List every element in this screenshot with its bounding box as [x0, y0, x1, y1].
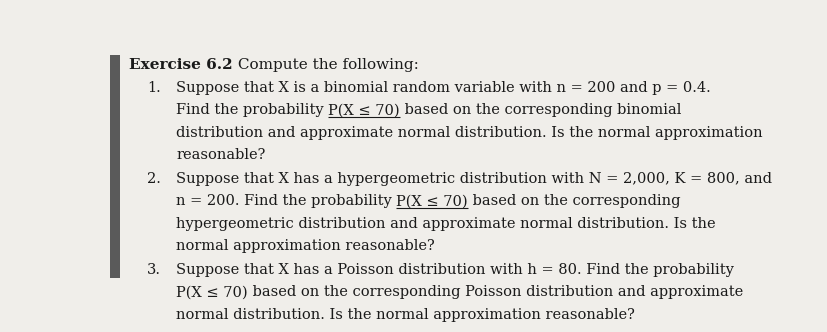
Text: Exercise 6.2: Exercise 6.2: [129, 58, 232, 72]
Text: Suppose that X is a binomial random variable with n = 200 and p = 0.4.: Suppose that X is a binomial random vari…: [176, 81, 710, 95]
Text: Suppose that X has a Poisson distribution with h = 80. Find the probability: Suppose that X has a Poisson distributio…: [176, 263, 733, 277]
Text: Find the probability: Find the probability: [176, 103, 327, 117]
Text: P(X ≤ 70): P(X ≤ 70): [327, 103, 399, 117]
Text: 1.: 1.: [147, 81, 160, 95]
Text: Compute the following:: Compute the following:: [232, 58, 418, 72]
Text: distribution and approximate normal distribution. Is the normal approximation: distribution and approximate normal dist…: [176, 125, 762, 139]
Text: based on the corresponding binomial: based on the corresponding binomial: [399, 103, 681, 117]
Text: P(X ≤ 70): P(X ≤ 70): [396, 194, 467, 208]
Text: n = 200. Find the probability: n = 200. Find the probability: [176, 194, 396, 208]
Text: based on the corresponding: based on the corresponding: [467, 194, 680, 208]
Text: based on the corresponding Poisson distribution and approximate: based on the corresponding Poisson distr…: [247, 285, 742, 299]
Text: hypergeometric distribution and approximate normal distribution. Is the: hypergeometric distribution and approxim…: [176, 216, 715, 231]
Text: normal distribution. Is the normal approximation reasonable?: normal distribution. Is the normal appro…: [176, 307, 634, 322]
Text: 3.: 3.: [147, 263, 161, 277]
Text: Suppose that X has a hypergeometric distribution with N = 2,000, K = 800, and: Suppose that X has a hypergeometric dist…: [176, 172, 771, 186]
Text: reasonable?: reasonable?: [176, 148, 265, 162]
Text: 2.: 2.: [147, 172, 160, 186]
FancyBboxPatch shape: [110, 55, 120, 278]
Text: normal approximation reasonable?: normal approximation reasonable?: [176, 239, 434, 253]
Text: P(X ≤ 70): P(X ≤ 70): [176, 285, 247, 299]
